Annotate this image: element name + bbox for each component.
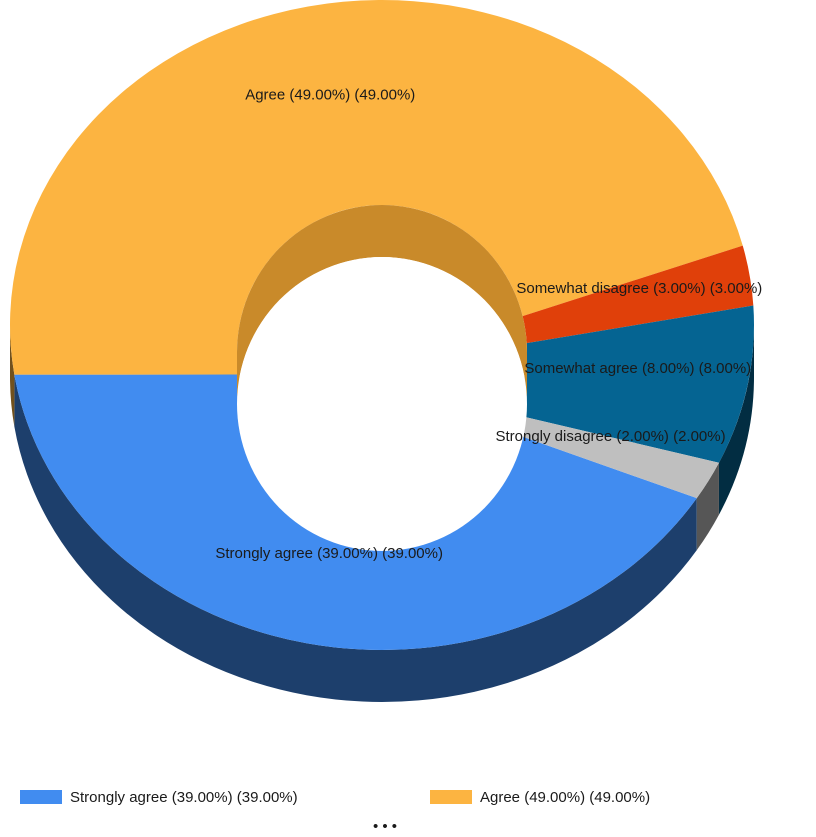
data-label: Strongly agree (39.00%) (39.00%): [215, 545, 443, 562]
slice-side: [718, 325, 754, 515]
data-label: Agree (49.00%) (49.00%): [245, 87, 415, 104]
data-label: Somewhat agree (8.00%) (8.00%): [524, 360, 751, 377]
data-label: Somewhat disagree (3.00%) (3.00%): [516, 280, 762, 297]
hole-wall: [237, 205, 527, 404]
slice-side: [14, 374, 697, 703]
hole: [237, 257, 527, 551]
data-label: Strongly disagree (2.00%) (2.00%): [495, 428, 725, 445]
legend-swatch: [430, 790, 472, 804]
slice: [504, 414, 719, 499]
legend-label: Strongly agree (39.00%) (39.00%): [70, 789, 298, 806]
slice-side: [696, 462, 719, 551]
legend-label: Agree (49.00%) (49.00%): [480, 789, 650, 806]
legend-overflow: • • •: [373, 818, 397, 835]
legend-swatch: [20, 790, 62, 804]
slice: [513, 305, 754, 463]
slice: [522, 245, 754, 344]
slice-side: [10, 325, 15, 427]
slice: [10, 0, 743, 375]
